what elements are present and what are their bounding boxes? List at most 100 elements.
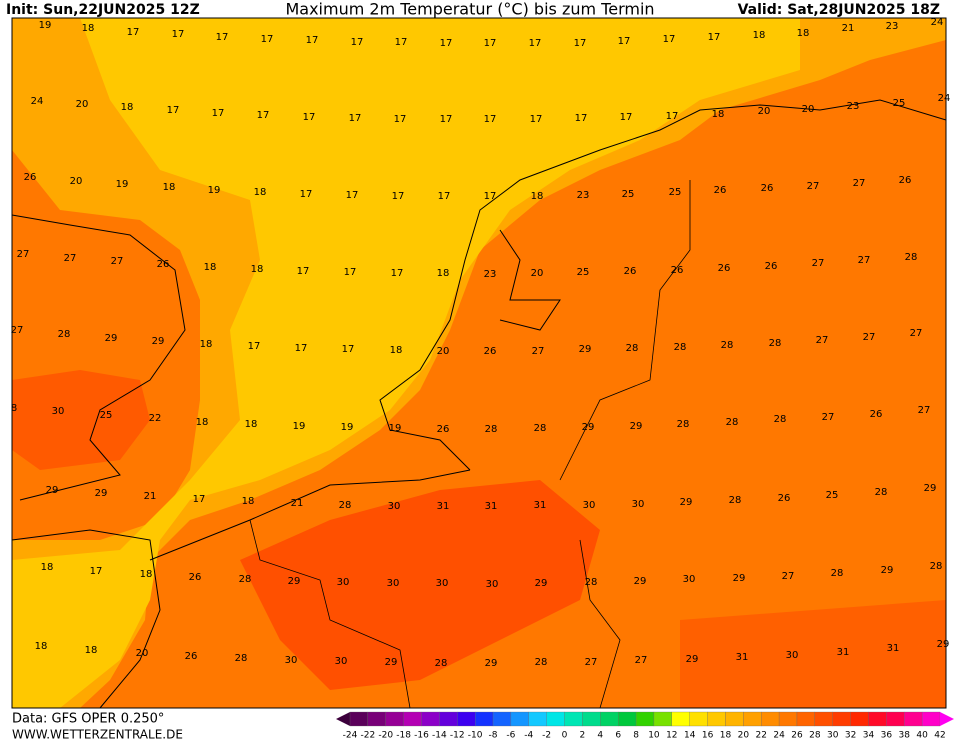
temp-label: 24	[31, 96, 44, 107]
scale-label: -20	[378, 731, 393, 741]
temp-label: 20	[437, 346, 450, 357]
scale-label: 26	[791, 731, 803, 741]
temp-label: 18	[753, 30, 766, 41]
temp-label: 25	[100, 410, 113, 421]
temp-label: 17	[663, 34, 676, 45]
temp-label: 30	[583, 500, 596, 511]
temp-label: 18	[242, 496, 255, 507]
scale-label: 8	[633, 731, 639, 741]
temp-label: 27	[585, 657, 598, 668]
scale-label: 34	[863, 731, 875, 741]
temp-label: 27	[816, 335, 829, 346]
temp-label: 18	[41, 562, 54, 573]
temp-label: 28	[930, 561, 943, 572]
scale-arrow-right	[940, 712, 954, 726]
temp-label: 19	[293, 421, 306, 432]
scale-label: -24	[343, 731, 358, 741]
scale-box	[367, 711, 386, 727]
temp-label: 17	[306, 35, 319, 46]
temp-label: 29	[582, 422, 595, 433]
temp-label: 24	[938, 93, 951, 104]
temp-label: 17	[346, 190, 359, 201]
temp-label: 18	[85, 645, 98, 656]
temp-label: 27	[11, 325, 24, 336]
temp-label: 18	[35, 641, 48, 652]
temp-label: 28	[831, 568, 844, 579]
temp-label: 17	[303, 112, 316, 123]
temp-label: 17	[349, 113, 362, 124]
coastline	[11, 99, 947, 709]
scale-label: 38	[899, 731, 911, 741]
temp-label: 26	[765, 261, 778, 272]
temp-label: 17	[261, 34, 274, 45]
temp-label: 28	[585, 577, 598, 588]
temp-label: 25	[826, 490, 839, 501]
temp-label: 27	[858, 255, 871, 266]
temp-label: 27	[17, 249, 30, 260]
temp-label: 28	[239, 574, 252, 585]
scale-label: 16	[702, 731, 714, 741]
scale-box	[832, 711, 851, 727]
temp-label: 30	[436, 578, 449, 589]
temp-label: 17	[391, 268, 404, 279]
temp-label: 17	[484, 114, 497, 125]
scale-label: -18	[396, 731, 411, 741]
scale-box	[421, 711, 440, 727]
valid-text: Valid: Sat,28JUN2025 18Z	[738, 2, 940, 18]
temp-label: 27	[822, 412, 835, 423]
temp-label: 28	[535, 657, 548, 668]
temp-label: 27	[918, 405, 931, 416]
hot-south	[680, 600, 946, 708]
temp-label: 20	[758, 106, 771, 117]
scale-label: -6	[506, 731, 515, 741]
temp-label: 26	[624, 266, 637, 277]
temp-label: 18	[204, 262, 217, 273]
temp-label: 26	[185, 651, 198, 662]
temp-label: 30	[387, 578, 400, 589]
scale-label: -22	[361, 731, 376, 741]
temp-label: 28	[875, 487, 888, 498]
temp-label: 18	[390, 345, 403, 356]
temp-label: 30	[786, 650, 799, 661]
temp-label: 17	[484, 191, 497, 202]
temp-label: 26	[24, 172, 37, 183]
temp-label: 17	[193, 494, 206, 505]
scale-label: 30	[827, 731, 839, 741]
scale-box	[403, 711, 422, 727]
scale-label: -16	[414, 731, 429, 741]
temp-label: 17	[344, 267, 357, 278]
temp-label: 20	[531, 268, 544, 279]
temp-label: 17	[295, 343, 308, 354]
temp-label: 17	[297, 266, 310, 277]
temp-label: 17	[216, 32, 229, 43]
temp-label: 28	[677, 419, 690, 430]
scale-label: 0	[562, 731, 568, 741]
scale-box	[349, 711, 369, 727]
temp-label: 18	[437, 268, 450, 279]
temp-label: 29	[924, 483, 937, 494]
scale-box	[814, 711, 833, 727]
temp-label: 19	[341, 422, 354, 433]
temp-label: 17	[530, 114, 543, 125]
temp-label: 29	[881, 565, 894, 576]
temp-label: 31	[837, 647, 850, 658]
scale-label: -12	[450, 731, 465, 741]
temp-label: 31	[887, 643, 900, 654]
temp-label: 26	[714, 185, 727, 196]
temp-label: 27	[863, 332, 876, 343]
temp-label: 28	[235, 653, 248, 664]
temp-label: 28	[774, 414, 787, 425]
scale-box	[618, 711, 637, 727]
temp-label: 18	[251, 264, 264, 275]
temp-label: 27	[853, 178, 866, 189]
scale-box	[564, 711, 583, 727]
scale-box	[761, 711, 780, 727]
temp-label: 29	[288, 576, 301, 587]
temp-label: 8	[11, 403, 17, 414]
temp-label: 28	[729, 495, 742, 506]
site-credit: WWW.WETTERZENTRALE.DE	[12, 728, 183, 741]
scale-box	[689, 711, 708, 727]
temp-label: 28	[58, 329, 71, 340]
temp-label: 30	[388, 501, 401, 512]
temp-label: 18	[245, 419, 258, 430]
